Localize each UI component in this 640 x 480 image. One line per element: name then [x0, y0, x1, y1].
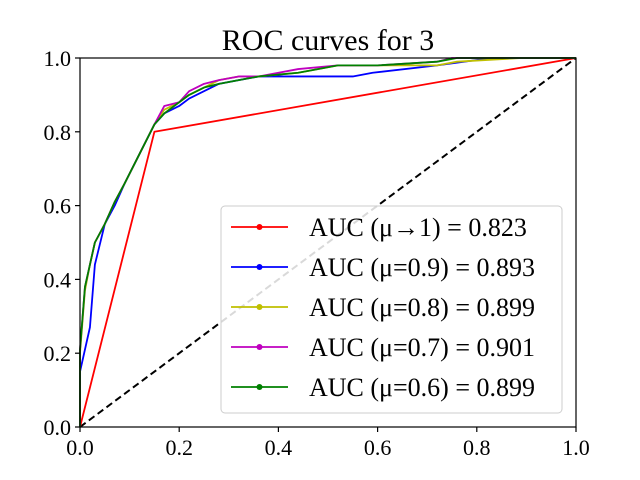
legend-marker — [256, 384, 263, 390]
x-tick-label: 0.4 — [265, 435, 293, 460]
plot-frame — [79, 57, 577, 428]
legend-label: AUC (μ=0.6) = 0.899 — [309, 373, 535, 402]
x-tick-label: 0.8 — [463, 435, 491, 460]
x-tick-label: 1.0 — [562, 435, 590, 460]
legend-marker — [256, 344, 263, 350]
legend-marker — [256, 224, 263, 230]
series-line-2 — [79, 57, 576, 427]
y-tick-label: 0.0 — [44, 415, 72, 440]
x-tick-label: 0.6 — [364, 435, 392, 460]
y-tick-label: 0.6 — [44, 194, 72, 219]
legend-box — [220, 205, 563, 414]
y-tick-label: 1.0 — [44, 46, 72, 71]
series-line-1 — [79, 57, 577, 428]
legend-label: AUC (μ=0.7) = 0.901 — [309, 333, 535, 362]
axes: 0.0 0.2 0.4 0.6 0.8 1.0 0.0 0.2 0.4 0.6 0.8 1.0 — [44, 46, 590, 460]
legend-label: AUC (μ→1) = 0.823 — [309, 213, 527, 242]
x-tick-label: 0.2 — [165, 435, 193, 460]
legend-label: AUC (μ=0.9) = 0.893 — [309, 253, 535, 282]
series-line-5 — [79, 57, 576, 427]
y-tick-label: 0.4 — [44, 267, 72, 292]
chart-title: ROC curves for 3 — [222, 24, 434, 57]
y-tick-label: 0.2 — [44, 341, 72, 366]
legend-marker — [256, 304, 263, 310]
legend-marker — [256, 264, 263, 270]
legend-label: AUC (μ=0.8) = 0.899 — [309, 293, 535, 322]
legend: AUC (μ→1) = 0.823 AUC (μ=0.9) = 0.893 AUC … — [220, 205, 563, 414]
x-tick-label: 0.0 — [66, 435, 94, 460]
y-tick-label: 0.8 — [44, 120, 72, 145]
